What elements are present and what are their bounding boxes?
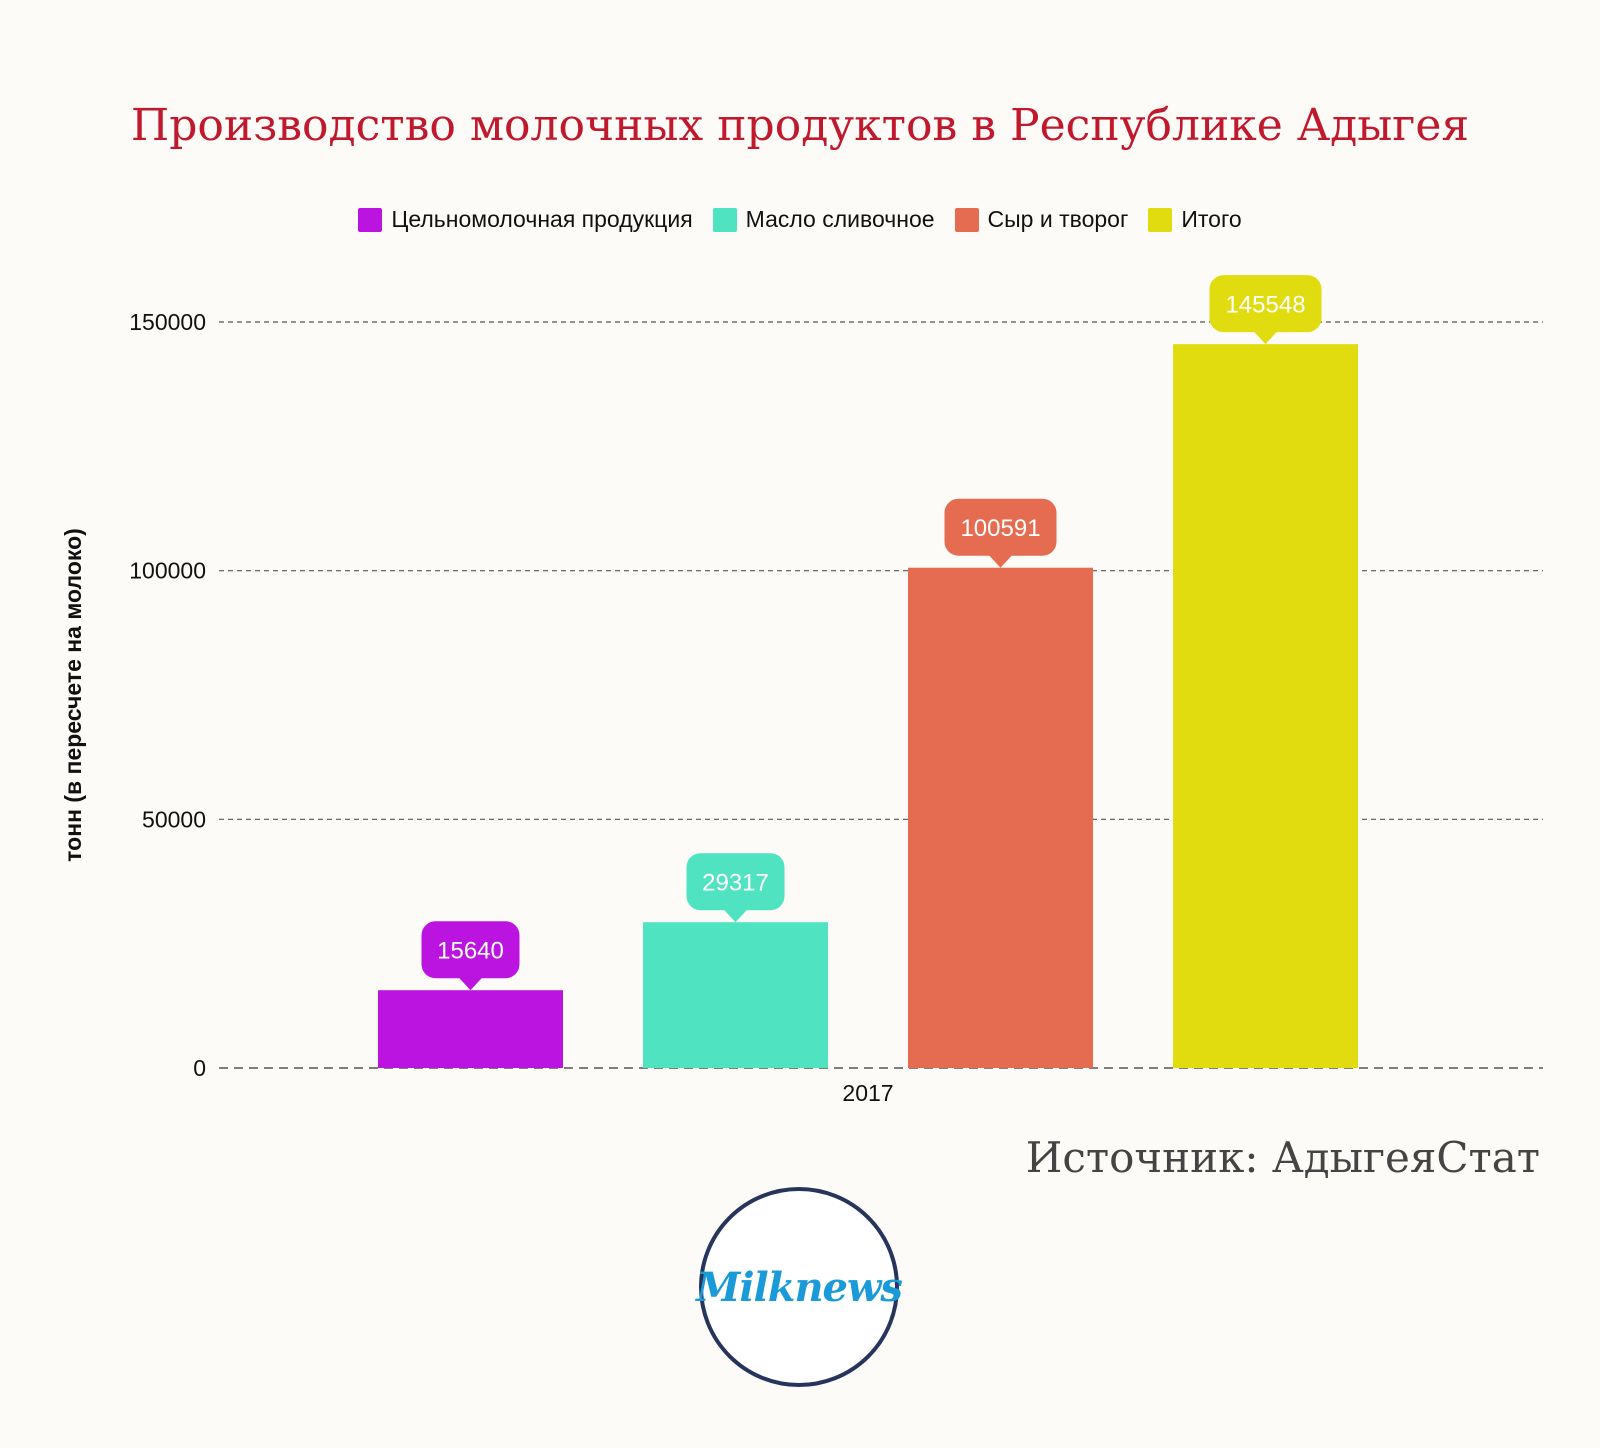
legend-swatch bbox=[1148, 207, 1173, 232]
source-note: Источник: АдыгеяСтат bbox=[1025, 1133, 1540, 1182]
x-category-label: 2017 bbox=[842, 1080, 893, 1106]
data-label: 29317 bbox=[702, 870, 769, 897]
legend-item-total[interactable]: Итого bbox=[1148, 206, 1242, 233]
legend-item-butter[interactable]: Масло сливочное bbox=[712, 206, 935, 233]
legend-swatch bbox=[954, 207, 979, 232]
legend-item-cheese[interactable]: Сыр и творог bbox=[954, 206, 1129, 233]
data-label-pointer bbox=[1253, 331, 1278, 345]
legend-label: Цельномолочная продукция bbox=[391, 206, 693, 232]
legend-swatch bbox=[712, 207, 737, 232]
bar bbox=[643, 922, 828, 1068]
legend: Цельномолочная продукция Масло сливочное… bbox=[0, 206, 1600, 233]
y-tick-label: 150000 bbox=[129, 309, 206, 335]
data-label-pointer bbox=[458, 977, 483, 991]
data-label: 145548 bbox=[1225, 292, 1305, 319]
legend-label: Итого bbox=[1181, 206, 1242, 232]
data-label-bubble bbox=[1209, 275, 1322, 333]
bar bbox=[908, 567, 1093, 1068]
legend-label: Сыр и творог bbox=[987, 206, 1129, 232]
y-tick-label: 50000 bbox=[142, 806, 206, 832]
legend-item-whole-milk[interactable]: Цельномолочная продукция bbox=[358, 206, 693, 233]
chart-title: Производство молочных продуктов в Респуб… bbox=[130, 100, 1470, 151]
legend-swatch bbox=[358, 207, 383, 232]
data-label: 15640 bbox=[437, 938, 504, 965]
data-label-bubble bbox=[686, 853, 785, 911]
data-label: 100591 bbox=[960, 515, 1040, 542]
data-label-bubble bbox=[944, 498, 1057, 556]
logo-text: Milknews bbox=[696, 1263, 903, 1311]
y-tick-label: 100000 bbox=[129, 558, 206, 584]
bar bbox=[378, 990, 563, 1068]
bar bbox=[1173, 344, 1358, 1069]
data-label-bubble bbox=[421, 921, 520, 979]
data-label-pointer bbox=[988, 554, 1013, 568]
y-axis-label: тонн (в пересчете на молоко) bbox=[60, 528, 86, 862]
data-label-pointer bbox=[723, 909, 748, 923]
legend-label: Масло сливочное bbox=[745, 206, 935, 232]
milknews-logo: Milknews bbox=[696, 1187, 903, 1387]
y-tick-label: 0 bbox=[193, 1055, 206, 1081]
